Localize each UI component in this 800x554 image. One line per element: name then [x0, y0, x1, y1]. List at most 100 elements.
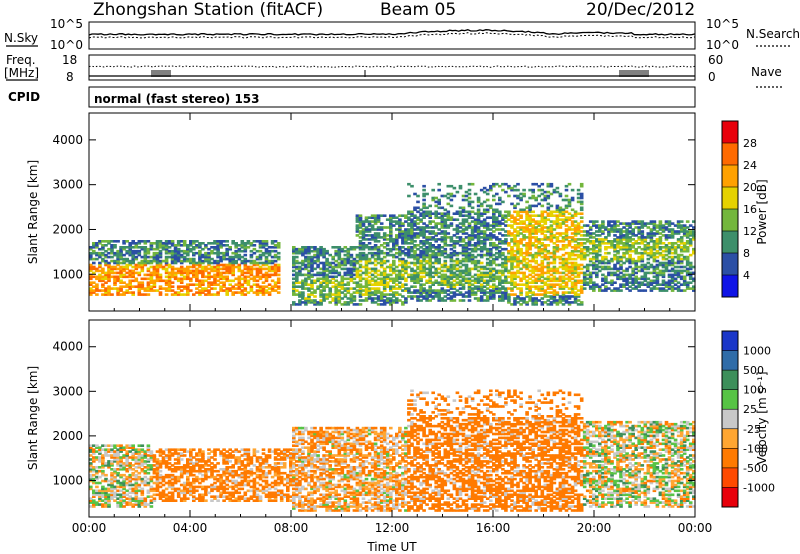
- heatmap-cell: [528, 224, 532, 227]
- heatmap-cell: [604, 228, 608, 231]
- heatmap-cell: [122, 261, 126, 265]
- heatmap-cell: [413, 208, 417, 212]
- heatmap-cell: [382, 301, 387, 304]
- heatmap-cell: [207, 261, 211, 265]
- heatmap-cell: [325, 297, 329, 300]
- heatmap-cell: [422, 283, 426, 286]
- heatmap-cell: [146, 259, 151, 263]
- heatmap-cell: [228, 271, 232, 275]
- heatmap-cell: [452, 242, 457, 245]
- heatmap-cell: [258, 240, 263, 243]
- heatmap-cell: [464, 218, 469, 221]
- heatmap-cell: [322, 267, 326, 271]
- heatmap-cell: [525, 236, 529, 239]
- heatmap-cell: [464, 271, 469, 275]
- heatmap-cell: [531, 257, 535, 261]
- heatmap-cell: [152, 255, 157, 259]
- heatmap-cell: [452, 285, 457, 288]
- heatmap-cell: [498, 281, 502, 284]
- heatmap-cell: [316, 253, 320, 257]
- heatmap-cell: [134, 242, 139, 245]
- heatmap-cell: [543, 226, 548, 229]
- heatmap-cell: [546, 283, 551, 286]
- heatmap-cell: [186, 277, 190, 281]
- heatmap-cell: [670, 222, 675, 225]
- heatmap-cell: [688, 261, 693, 265]
- heatmap-cell: [319, 291, 323, 294]
- heatmap-cell: [558, 247, 563, 251]
- heatmap-cell: [210, 265, 214, 269]
- heatmap-cell: [570, 269, 575, 273]
- heatmap-cell: [652, 224, 657, 227]
- heatmap-cell: [525, 303, 529, 306]
- heatmap-cell: [498, 240, 502, 243]
- heatmap-cell: [667, 259, 672, 263]
- heatmap-cell: [685, 273, 690, 277]
- heatmap-cell: [598, 226, 602, 229]
- heatmap-cell: [107, 251, 111, 255]
- heatmap-cell: [667, 269, 672, 273]
- heatmap-cell: [358, 293, 363, 296]
- heatmap-cell: [361, 244, 366, 247]
- heatmap-cell: [398, 287, 402, 290]
- heatmap-cell: [498, 255, 502, 259]
- heatmap-cell: [576, 246, 581, 249]
- heatmap-cell: [613, 246, 617, 249]
- heatmap-cell: [561, 263, 566, 267]
- heatmap-cell: [243, 249, 248, 253]
- heatmap-cell: [158, 244, 163, 247]
- heatmap-cell: [652, 265, 657, 269]
- heatmap-cell: [616, 255, 620, 259]
- heatmap-cell: [419, 287, 423, 290]
- heatmap-cell: [325, 283, 329, 286]
- heatmap-cell: [643, 289, 648, 292]
- heatmap-cell: [546, 212, 551, 215]
- heatmap-cell: [401, 236, 405, 239]
- heatmap-cell: [176, 277, 181, 281]
- heatmap-cell: [604, 285, 608, 288]
- heatmap-cell: [313, 253, 317, 257]
- heatmap-cell: [152, 273, 157, 277]
- heatmap-cell: [298, 271, 302, 275]
- heatmap-cell: [476, 265, 481, 269]
- heatmap-cell: [473, 249, 478, 253]
- heatmap-cell: [98, 448, 102, 451]
- heatmap-cell: [443, 273, 448, 277]
- heatmap-cell: [182, 267, 187, 271]
- heatmap-cell: [231, 242, 235, 245]
- heatmap-cell: [89, 464, 93, 467]
- heatmap-cell: [676, 253, 681, 257]
- heatmap-cell: [692, 287, 696, 290]
- heatmap-cell: [673, 271, 678, 275]
- heatmap-cell: [131, 275, 135, 279]
- heatmap-cell: [498, 289, 502, 292]
- heatmap-cell: [110, 246, 114, 249]
- heatmap-cell: [419, 275, 423, 279]
- heatmap-cell: [452, 251, 457, 255]
- heatmap-cell: [401, 251, 405, 255]
- heatmap-cell: [510, 246, 514, 249]
- heatmap-cell: [682, 281, 687, 284]
- heatmap-cell: [625, 249, 629, 253]
- heatmap-cell: [358, 216, 363, 219]
- heatmap-cell: [634, 275, 638, 279]
- heatmap-cell: [210, 249, 214, 253]
- heatmap-cell: [582, 281, 587, 284]
- heatmap-cell: [531, 285, 535, 288]
- heatmap-cell: [98, 446, 102, 449]
- heatmap-cell: [492, 212, 496, 215]
- heatmap-cell: [307, 255, 311, 259]
- heatmap-cell: [195, 291, 199, 294]
- heatmap-cell: [473, 192, 478, 196]
- heatmap-cell: [676, 257, 681, 261]
- heatmap-cell: [361, 246, 366, 249]
- heatmap-cell: [389, 236, 393, 239]
- heatmap-cell: [579, 200, 584, 204]
- heatmap-cell: [382, 279, 387, 283]
- heatmap-cell: [688, 275, 693, 279]
- heatmap-cell: [455, 289, 460, 292]
- heatmap-cell: [337, 265, 342, 269]
- heatmap-cell: [207, 285, 211, 288]
- heatmap-cell: [482, 222, 487, 225]
- heatmap-cell: [404, 265, 408, 269]
